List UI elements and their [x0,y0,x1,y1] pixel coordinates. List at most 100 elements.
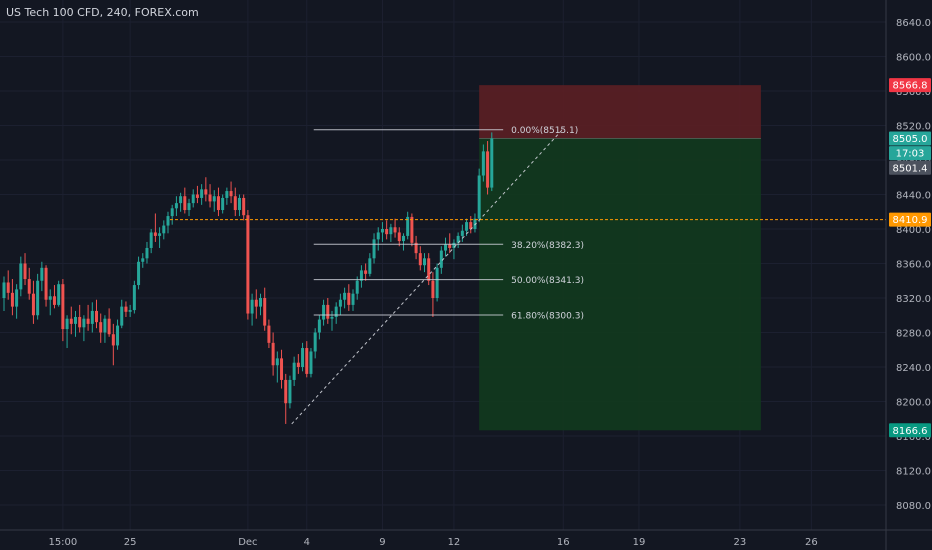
y-tick-label: 8640.0 [896,18,931,29]
candle [448,233,452,254]
candle-body [267,325,271,343]
y-tick-label: 8160.0 [896,432,931,443]
price-tag-text: 8501.4 [893,163,928,174]
price-tag-target: 8166.6 [889,423,931,438]
candle [301,342,305,372]
candle [372,233,376,264]
candle [149,229,153,254]
y-tick-label: 8280.0 [896,329,931,340]
candle [334,302,338,324]
candle-body [19,263,23,290]
candle [351,289,355,311]
candle-body [61,284,65,330]
candle [90,302,94,333]
candle-body [414,242,418,254]
candle-body [355,280,359,294]
candle-body [460,230,464,236]
candle [250,293,254,326]
candle [410,213,414,247]
candle-body [103,318,107,333]
candle-body [99,322,103,333]
fib-level-label: 0.00%(8515.1) [511,126,578,136]
candle [221,194,225,214]
candle [359,265,363,288]
candle-body [334,306,338,317]
y-tick-label: 8120.0 [896,467,931,478]
candle [309,348,313,378]
candle [73,310,77,337]
candle [355,276,359,300]
candle [313,328,317,359]
candle [69,306,73,335]
candle [469,216,473,234]
price-tag-text: 17:03 [896,149,925,160]
candle [103,315,107,343]
price-tag-text: 8566.8 [893,81,928,92]
candle [460,224,464,242]
candle [393,218,397,238]
candle-body [48,296,52,300]
candle-body [233,196,237,211]
candle-body [385,229,389,235]
candle [456,232,460,248]
candle-body [208,194,212,202]
fib-trendline [291,129,563,425]
candle [61,279,65,342]
fibonacci-retracement[interactable]: 0.00%(8515.1) 38.20%(8382.3) 50.00%(8341.3… [291,126,584,425]
candle [397,227,401,247]
candle-body [271,342,275,366]
candle-body [170,208,174,217]
candle [23,253,27,286]
candle [296,354,300,374]
candle-body [95,310,99,323]
candle-body [191,194,195,204]
candle [486,141,490,195]
candle-body [86,318,90,324]
candle [48,289,52,316]
candle-body [393,227,397,233]
candle-body [221,197,225,211]
candle [376,227,380,251]
candle-body [149,232,153,248]
candle [275,351,279,383]
candle [19,256,23,297]
candle-body [153,232,157,236]
candle [343,287,347,309]
candle-body [343,292,347,300]
candle-body [23,263,27,280]
candle [280,349,284,389]
position-tool[interactable] [479,85,761,431]
candle [380,222,384,242]
candle [452,239,456,260]
candle-body [263,298,267,326]
y-tick-label: 8240.0 [896,363,931,374]
y-tick-label: 8520.0 [896,122,931,133]
candle-body [204,189,208,195]
price-tag-last: 8505.0 [889,131,931,146]
candle [364,263,368,281]
candle [57,280,61,307]
candle-body [44,267,48,300]
candle [237,194,241,217]
candle [99,313,103,343]
candle [120,299,124,329]
candle-body [452,242,456,248]
candle [195,185,199,204]
price-tag-high-low: 8501.4 [889,160,931,175]
candle-body [73,316,77,324]
price-tag-level: 8410.9 [889,212,931,227]
candle [305,341,309,378]
y-tick-label: 8200.0 [896,398,931,409]
candle-body [216,196,220,211]
candle-body [116,325,120,346]
candle-body [275,358,279,366]
candle [435,263,439,302]
candle [132,280,136,314]
price-labels: 8566.8 8505.0 17:03 8501.4 8410.9 8166.6 [889,78,931,438]
candle [40,261,44,292]
candle-body [313,332,317,352]
candle-body [183,196,187,211]
price-tag-bg [889,423,931,438]
candle-body [406,216,410,236]
